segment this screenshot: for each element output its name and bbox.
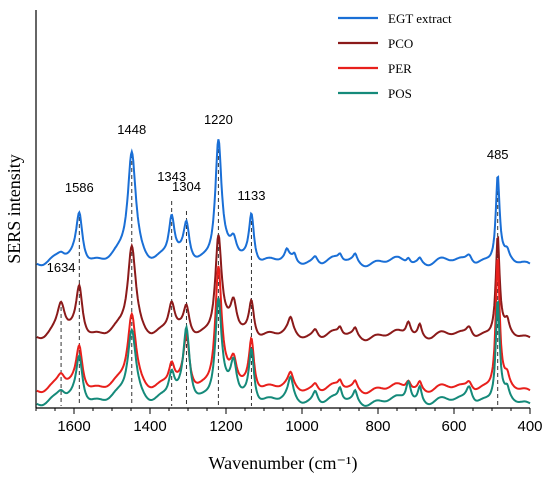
x-tick-label: 400 <box>517 418 542 435</box>
peak-label: 1634 <box>47 260 76 275</box>
x-tick-label: 800 <box>365 418 390 435</box>
peak-label: 1448 <box>117 122 146 137</box>
x-tick-label: 600 <box>441 418 466 435</box>
x-tick-label: 1400 <box>133 418 166 435</box>
peak-label: 1586 <box>65 180 94 195</box>
y-axis-title: SERS intensity <box>4 154 24 264</box>
peak-label: 1343 <box>157 169 186 184</box>
x-tick-label: 1200 <box>209 418 242 435</box>
peak-label: 1304 <box>172 179 201 194</box>
legend-label: EGT extract <box>388 11 452 26</box>
legend-label: PCO <box>388 36 413 51</box>
legend-label: PER <box>388 61 412 76</box>
series-line-egt-extract <box>36 139 531 268</box>
series-line-pos <box>36 297 531 407</box>
peak-label: 1220 <box>204 112 233 127</box>
x-tick-label: 1600 <box>57 418 90 435</box>
peak-label: 1133 <box>237 188 265 203</box>
x-axis-title: Wavenumber (cm⁻¹) <box>209 453 358 474</box>
x-tick-label: 1000 <box>285 418 318 435</box>
peak-label: 485 <box>487 147 509 162</box>
series-line-per <box>36 258 531 395</box>
series-line-pco <box>36 234 531 342</box>
legend-label: POS <box>388 86 412 101</box>
